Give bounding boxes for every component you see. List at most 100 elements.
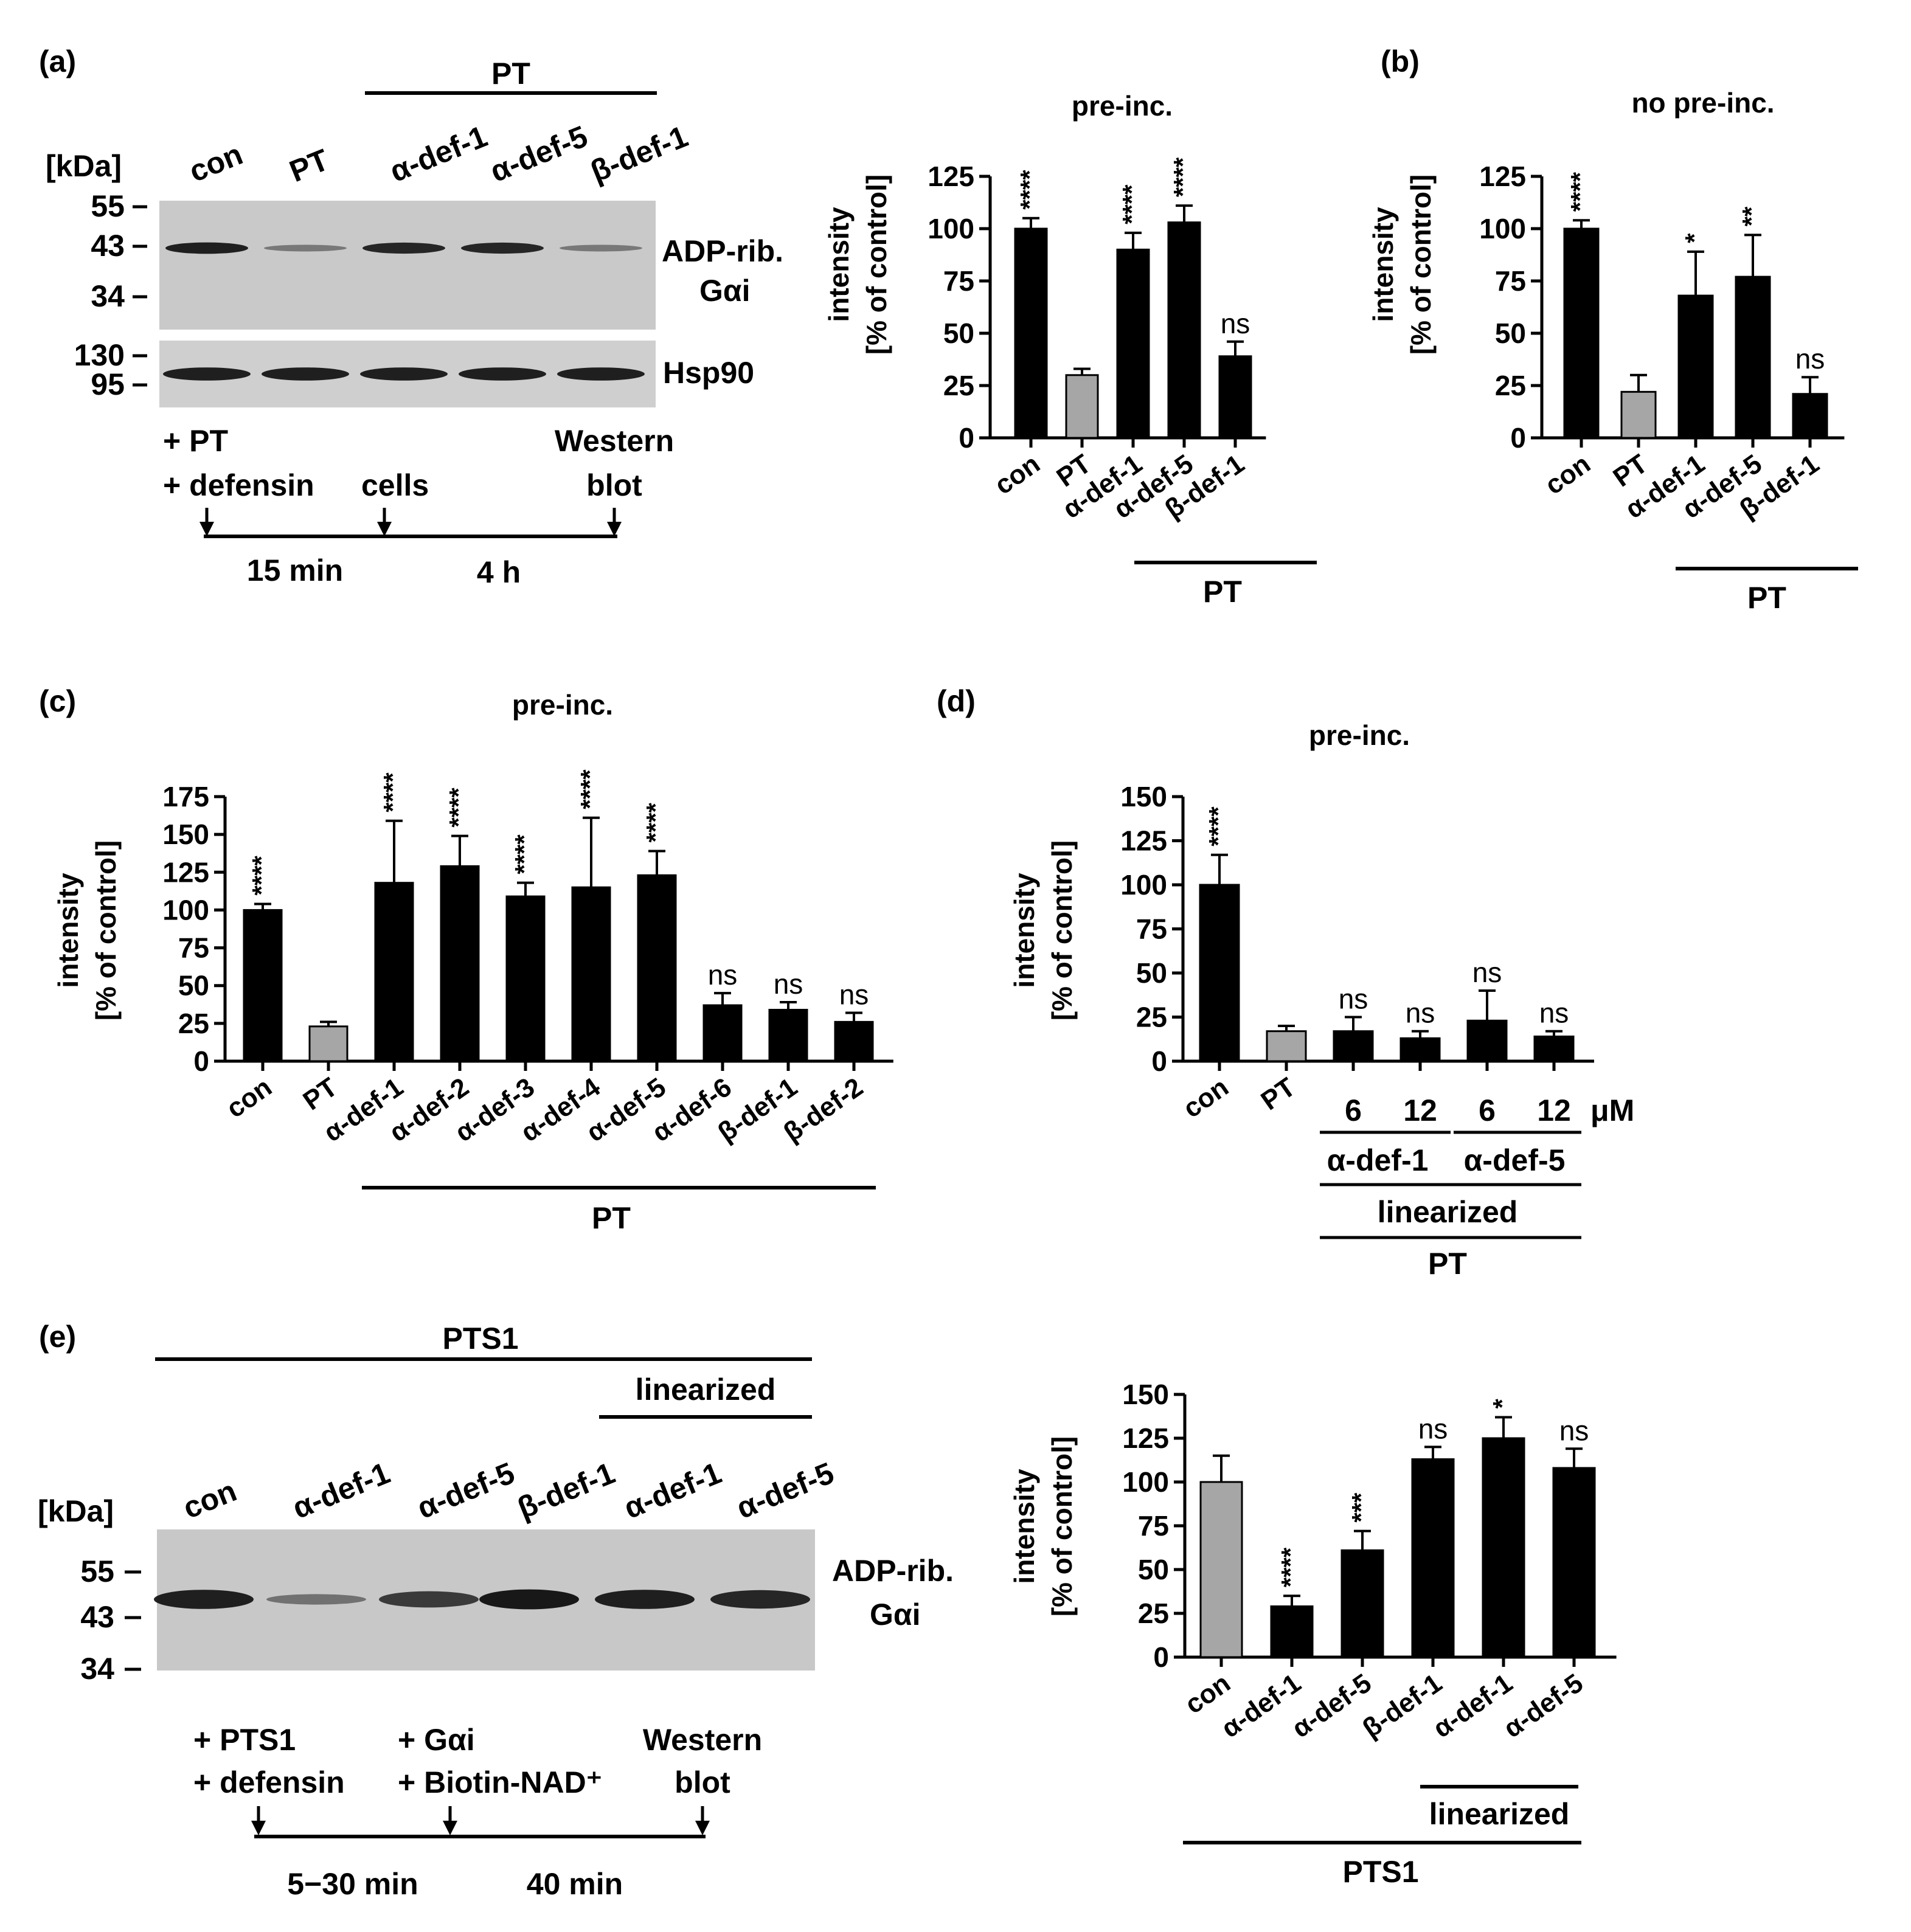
chart-b: 0 25 50 75 100 125 intensity [% of control] con *…: [1367, 161, 1845, 524]
e_chart-ytick-label: 0: [1153, 1641, 1169, 1673]
e-marker-label: 55: [80, 1554, 114, 1588]
b_chart-ytick-label: 100: [1479, 213, 1526, 244]
c_chart-ytick-label: 0: [193, 1045, 209, 1077]
a-tl-interval2: 4 h: [477, 555, 521, 589]
c_chart-bar: [505, 895, 546, 1062]
a_chart-bar: [1116, 248, 1150, 439]
e_chart-bar: [1552, 1467, 1596, 1658]
e-tl-interval1: 5−30 min: [287, 1867, 418, 1901]
d_chart-category-label: 6: [1345, 1093, 1362, 1127]
e-lane-label: con: [178, 1473, 241, 1525]
e-chart-linearized-label: linearized: [1429, 1797, 1570, 1831]
e_chart-ytick-label: 100: [1122, 1466, 1169, 1498]
a_chart-ytick-label: 125: [928, 161, 974, 192]
a-chart-title: pre-inc.: [1072, 90, 1173, 122]
d_chart-ytick-label: 125: [1120, 825, 1167, 857]
a-band-hsp90: [360, 367, 448, 381]
e_chart-ytick-label: 25: [1138, 1598, 1169, 1629]
e-tl-step3-line1: Western: [643, 1723, 762, 1757]
d_chart-bar: [1266, 1030, 1307, 1062]
a-tl-step2: cells: [361, 468, 429, 502]
a_chart-ytick-label: 0: [959, 422, 974, 454]
c_chart-category-label: PT: [298, 1072, 343, 1116]
a-bands: [163, 242, 645, 381]
e-linearized-header: linearized: [636, 1373, 776, 1407]
d-pt-label: PT: [1428, 1247, 1467, 1281]
e-tl-step3-line2: blot: [675, 1765, 730, 1799]
b_chart-bar: [1735, 275, 1771, 439]
a_chart-ytick-label: 100: [928, 213, 974, 244]
d_chart-ytick-label: 75: [1136, 913, 1167, 945]
e-band-gai: [710, 1590, 810, 1609]
c_chart-bar: [637, 874, 677, 1062]
b_chart-bar: [1677, 294, 1714, 439]
d_chart-significance: ns: [1472, 957, 1502, 988]
e_chart-ylabel: intensity [% of control]: [1008, 1436, 1078, 1616]
a-band-gai: [165, 242, 248, 254]
a_chart-significance: ns: [1221, 308, 1250, 339]
d_chart-significance: ns: [1539, 997, 1569, 1029]
e_chart-bar: [1270, 1605, 1314, 1658]
a-lane-label: α-def-5: [485, 119, 592, 189]
panel-a-letter: (a): [39, 44, 76, 78]
c_chart-significance: ns: [839, 978, 869, 1010]
a_chart-significance: ****: [1015, 170, 1044, 210]
e-tl-interval2: 40 min: [527, 1867, 623, 1901]
a-tl-step1-line2: + defensin: [163, 468, 314, 502]
a_chart-ytick-label: 25: [943, 370, 974, 401]
b_chart-ytick-label: 25: [1495, 370, 1526, 401]
a_chart-bar: [1167, 221, 1201, 439]
e_chart-significance: ns: [1559, 1414, 1589, 1446]
e-lane-label: α-def-1: [619, 1456, 726, 1525]
c_chart-ytick-label: 150: [162, 819, 209, 850]
d-unit: μM: [1590, 1093, 1634, 1127]
b_chart-significance: **: [1737, 206, 1766, 226]
e-band-gai: [379, 1591, 479, 1608]
panel-b-letter: (b): [1381, 44, 1420, 78]
c_chart-significance: ****: [247, 855, 276, 895]
a-kda-label: [kDa]: [46, 149, 122, 183]
a-band-hsp90: [163, 367, 251, 381]
a-band-gai: [264, 244, 347, 252]
c-chart-pt-label: PT: [592, 1201, 631, 1235]
b_chart-ylabel: intensity [% of control]: [1367, 175, 1437, 355]
a-lane-labels: con PT α-def-1α-def-5β-def-1: [184, 119, 692, 189]
c_chart-significance: ****: [378, 772, 407, 812]
c_chart-bar: [243, 909, 283, 1062]
a_chart-significance: ****: [1168, 157, 1197, 197]
d_chart-significance: ns: [1339, 983, 1368, 1015]
d_chart-bar: [1533, 1035, 1575, 1062]
c_chart-ylabel: intensity [% of control]: [52, 840, 122, 1020]
e-timeline-arrows: [251, 1806, 710, 1835]
e-band-label-2: Gαi: [870, 1598, 921, 1632]
e-tl-step1-line2: + defensin: [193, 1765, 345, 1799]
a-band-gai: [461, 242, 544, 254]
d-linearized-label: linearized: [1378, 1195, 1518, 1229]
a-marker-label: 55: [91, 189, 125, 223]
d_chart-bar: [1466, 1019, 1508, 1062]
c_chart-ytick-label: 100: [162, 894, 209, 926]
b_chart-bar: [1563, 227, 1600, 439]
e-tl-step2-line1: + Gαi: [398, 1723, 475, 1757]
e_chart-ytick-label: 50: [1138, 1554, 1169, 1585]
a-tl-step3-line1: Western: [555, 424, 674, 458]
c_chart-ytick-label: 125: [162, 856, 209, 888]
c_chart-bar: [440, 865, 480, 1062]
a_chart-ytick-label: 50: [943, 317, 974, 349]
d-chart-title: pre-inc.: [1309, 719, 1410, 751]
a-band-hsp90: [459, 367, 546, 381]
e-band-gai: [266, 1594, 366, 1605]
a-timeline-arrows: [199, 508, 622, 536]
d_chart-ytick-label: 150: [1120, 781, 1167, 812]
c_chart-category-label: con: [221, 1072, 277, 1124]
d_chart-significance: ****: [1204, 806, 1232, 847]
a-band-label-hsp90: Hsp90: [663, 356, 754, 390]
a-band-hsp90: [262, 367, 349, 381]
d_chart-category-label: 6: [1479, 1093, 1496, 1127]
a-marker-label: 34: [91, 279, 125, 313]
a-lane-label: con: [184, 137, 247, 189]
c_chart-significance: ****: [641, 802, 670, 842]
a-chart-pt-label: PT: [1203, 575, 1242, 609]
